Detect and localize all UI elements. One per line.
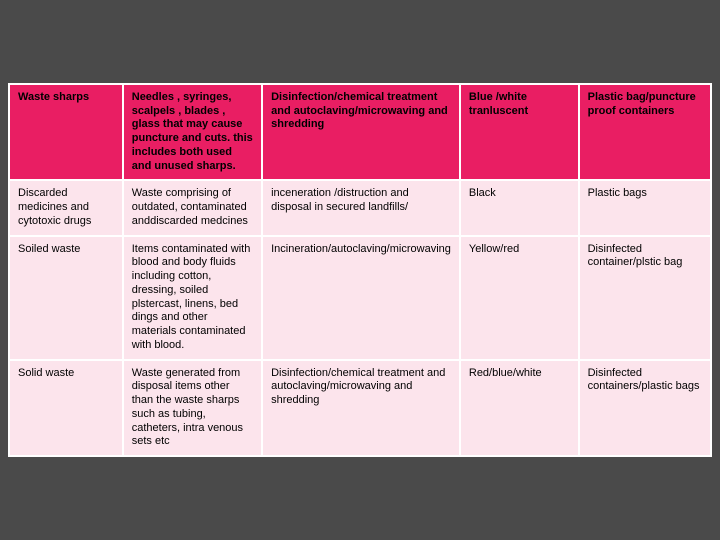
cell: Disinfected container/plstic bag xyxy=(579,236,711,360)
header-cell: Needles , syringes, scalpels , blades , … xyxy=(123,84,262,181)
cell: Yellow/red xyxy=(460,236,579,360)
cell: Disinfected containers/plastic bags xyxy=(579,360,711,457)
waste-table: Waste sharps Needles , syringes, scalpel… xyxy=(8,83,712,457)
header-cell: Disinfection/chemical treatment and auto… xyxy=(262,84,460,181)
cell: Plastic bags xyxy=(579,180,711,235)
cell: Black xyxy=(460,180,579,235)
table-header-row: Waste sharps Needles , syringes, scalpel… xyxy=(9,84,711,181)
table-row: Discarded medicines and cytotoxic drugs … xyxy=(9,180,711,235)
header-cell: Waste sharps xyxy=(9,84,123,181)
cell: Items contaminated with blood and body f… xyxy=(123,236,262,360)
table-row: Solid waste Waste generated from disposa… xyxy=(9,360,711,457)
cell: Waste comprising of outdated, contaminat… xyxy=(123,180,262,235)
header-cell: Plastic bag/puncture proof containers xyxy=(579,84,711,181)
table-row: Soiled waste Items contaminated with blo… xyxy=(9,236,711,360)
cell: Discarded medicines and cytotoxic drugs xyxy=(9,180,123,235)
cell: Incineration/autoclaving/microwaving xyxy=(262,236,460,360)
cell: inceneration /distruction and disposal i… xyxy=(262,180,460,235)
cell: Disinfection/chemical treatment and auto… xyxy=(262,360,460,457)
header-cell: Blue /white tranluscent xyxy=(460,84,579,181)
cell: Solid waste xyxy=(9,360,123,457)
cell: Waste generated from disposal items othe… xyxy=(123,360,262,457)
cell: Soiled waste xyxy=(9,236,123,360)
cell: Red/blue/white xyxy=(460,360,579,457)
